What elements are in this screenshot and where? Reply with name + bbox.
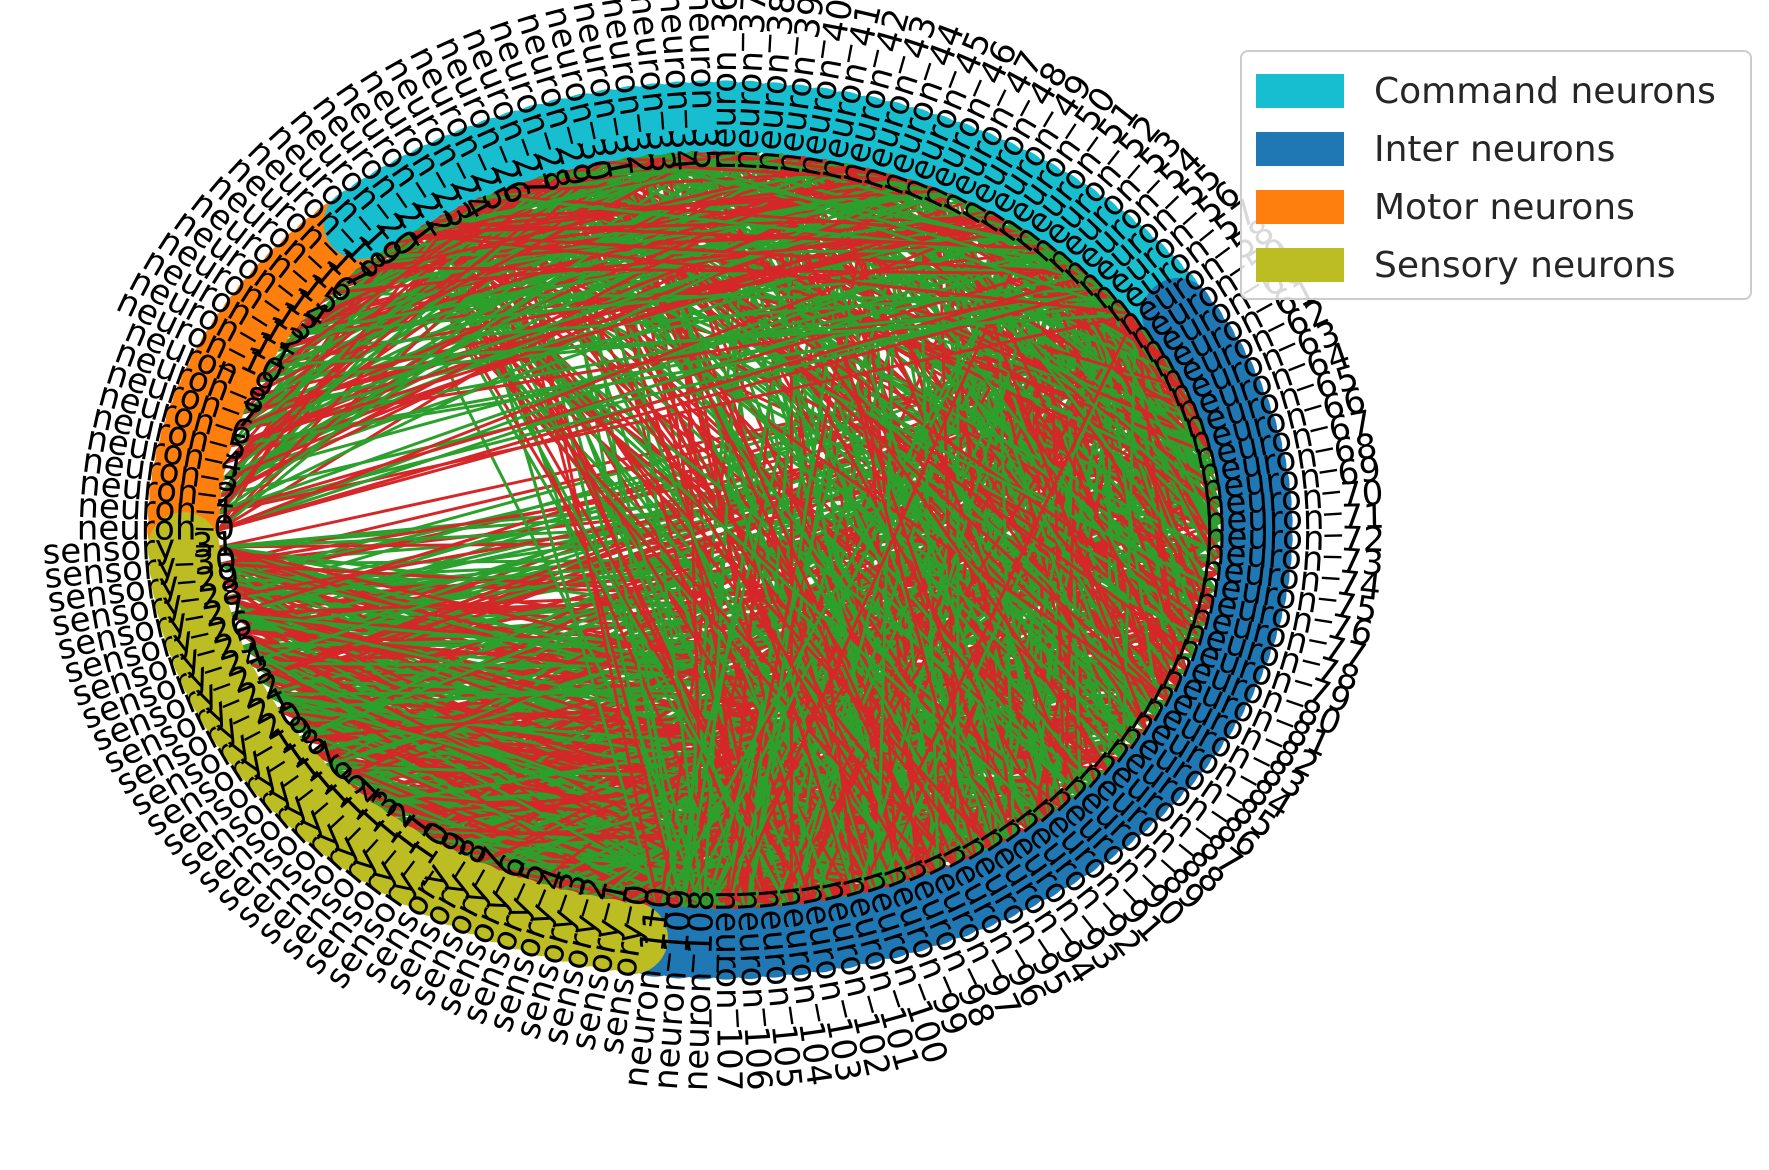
inhibitory-synapse (399, 230, 1096, 276)
neuron-label: neuron_1 (77, 486, 237, 533)
excitatory-synapse (637, 147, 1110, 289)
excitatory-synapse (637, 147, 1137, 316)
excitatory-synapse (658, 226, 1033, 915)
excitatory-synapse (218, 247, 1066, 532)
legend-swatch-sensory (1256, 248, 1344, 282)
excitatory-synapse (680, 226, 1033, 916)
excitatory-synapse (452, 202, 662, 915)
neuron-node (147, 512, 220, 585)
excitatory-synapse (275, 285, 1110, 352)
inhibitory-synapse (472, 167, 898, 196)
legend-label-motor: Motor neurons (1374, 186, 1635, 228)
inhibitory-synapse (1079, 260, 1213, 455)
neuron-labels: neuron_0neuron_1neuron_2neuron_3neuron_4… (42, 0, 1386, 1092)
inhibitory-synapse (746, 143, 1149, 733)
inhibitory-synapse (235, 161, 878, 431)
inhibitory-synapse (217, 193, 474, 514)
inhibitory-synapse (510, 178, 662, 914)
excitatory-synapse (383, 144, 770, 246)
inhibitory-synapse (724, 226, 1033, 917)
legend-swatch-inter (1256, 132, 1344, 166)
inhibitory-synapse (680, 143, 1111, 775)
excitatory-synapse (636, 148, 858, 903)
legend-label-sensory: Sensory neurons (1374, 244, 1676, 286)
inhibitory-synapse (297, 142, 749, 323)
legend-swatch-motor (1256, 190, 1344, 224)
inhibitory-synapse (323, 225, 1032, 295)
inhibitory-synapse (248, 142, 727, 399)
neuron-label: neuron_35 (680, 0, 726, 171)
excitatory-synapse (220, 285, 1110, 498)
neuron-label: neuron_0 (77, 509, 235, 549)
legend-item-inter: Inter neurons (1256, 120, 1736, 178)
inhibitory-synapse (218, 215, 1015, 532)
excitatory-synapse (399, 148, 814, 234)
legend-swatch-command (1256, 74, 1344, 108)
inhibitory-synapse (472, 192, 1049, 240)
inhibitory-synapse (434, 144, 770, 214)
neuron-label: neuron_108 (676, 889, 723, 1092)
inhibitory-synapse (659, 144, 939, 184)
inhibitory-synapse (399, 230, 1136, 316)
excitatory-synapse (266, 312, 1136, 368)
excitatory-synapse (593, 154, 1137, 748)
excitatory-synapse (241, 645, 727, 918)
inhibitory-synapse (383, 173, 919, 246)
inhibitory-synapse (416, 221, 815, 911)
excitatory-synapse (875, 168, 900, 898)
inhibitory-synapse (248, 215, 1015, 399)
neuron-label: neuron_37 (725, 0, 775, 172)
inhibitory-synapse (310, 751, 978, 864)
excitatory-synapse (323, 765, 1096, 788)
legend: Command neurons Inter neurons Motor neur… (1240, 50, 1752, 300)
legend-item-motor: Motor neurons (1256, 178, 1736, 236)
neuron-nodes (147, 80, 1293, 980)
excitatory-synapse (323, 765, 661, 915)
legend-item-command: Command neurons (1256, 62, 1736, 120)
inhibitory-synapse (230, 205, 997, 448)
excitatory-synapse (637, 147, 1179, 375)
inhibitory-synapse (256, 164, 554, 383)
inhibitory-synapse (416, 220, 997, 854)
excitatory-synapse (1093, 273, 1161, 718)
inhibitory-synapse (417, 220, 1065, 251)
neuron-label: neuron_71 (1204, 497, 1385, 541)
excitatory-synapse (1121, 313, 1138, 760)
inhibitory-synapse (573, 158, 939, 184)
legend-label-command: Command neurons (1374, 70, 1716, 112)
neuron-label: neuron_36 (704, 0, 746, 170)
inhibitory-synapse (768, 144, 1016, 844)
inhibitory-synapse (854, 313, 1138, 903)
inhibitory-synapse (352, 265, 1096, 276)
excitatory-synapse (594, 154, 1065, 251)
inhibitory-synapse (230, 188, 959, 448)
legend-item-sensory: Sensory neurons (1256, 236, 1736, 294)
inhibitory-synapse (218, 272, 1096, 532)
legend-label-inter: Inter neurons (1374, 128, 1616, 170)
neuron-label: neuron_107 (707, 890, 749, 1092)
inhibitory-synapse (218, 285, 1110, 532)
neuron-label: neuron_72 (1204, 516, 1385, 560)
neuron-label: sensory_31 (42, 524, 237, 572)
